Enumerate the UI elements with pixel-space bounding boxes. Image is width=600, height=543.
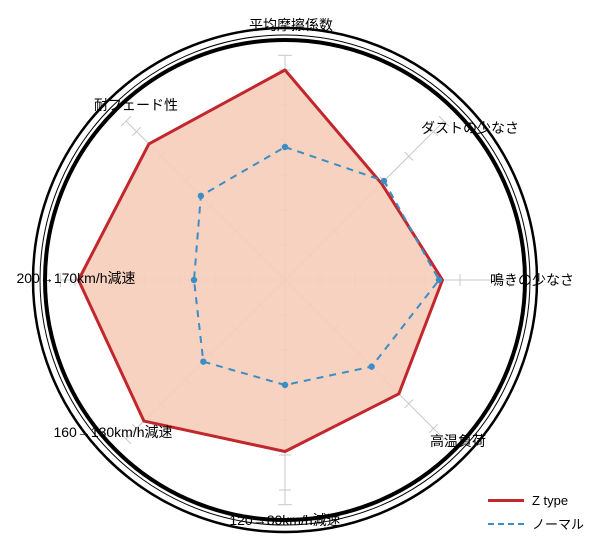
legend-swatch-0: [488, 499, 524, 502]
legend-label-0: Z type: [532, 493, 568, 508]
radar-chart-container: 平均摩擦係数 ダストの少なさ 鳴きの少なさ 高温負荷 120→80km/h減速 …: [0, 0, 600, 543]
legend-swatch-1: [488, 523, 524, 525]
axis-label-2: 鳴きの少なさ: [490, 270, 574, 290]
axis-label-1: ダストの少なさ: [421, 118, 519, 138]
axis-label-3: 高温負荷: [430, 431, 486, 451]
legend-item-0: Z type: [488, 493, 584, 508]
legend: Z type ノーマル: [488, 487, 584, 533]
legend-item-1: ノーマル: [488, 514, 584, 533]
axis-label-5: 160→130km/h減速: [53, 422, 172, 442]
axis-label-0: 平均摩擦係数: [249, 15, 333, 35]
axis-label-7: 耐フェード性: [94, 95, 178, 115]
axis-label-6: 200→170km/h減速: [16, 268, 135, 288]
axis-label-4: 120→80km/h減速: [229, 510, 340, 530]
legend-label-1: ノーマル: [532, 514, 584, 533]
